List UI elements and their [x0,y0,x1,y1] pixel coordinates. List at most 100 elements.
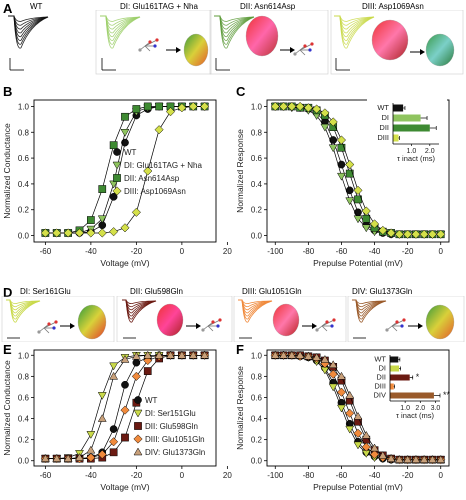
data-point [312,352,322,361]
current-trace [352,299,387,323]
data-point [97,449,107,459]
data-point [378,225,388,235]
electrostatic-surface [183,33,209,67]
current-trace [100,15,141,49]
series-3 [40,101,210,238]
panel-d-traces [1,296,465,342]
data-point [394,455,404,463]
atom [332,318,336,322]
inset-bar [393,114,421,122]
x-tick-label: -60 [336,471,348,480]
inset-category-label: DI [379,363,387,372]
atom [155,38,159,42]
x-tick-label: -60 [40,471,52,480]
data-point [121,433,129,442]
panel-label-d: D [3,285,13,300]
data-point [200,350,210,359]
dii-residue-structure [293,42,314,56]
y-axis-label: Normalized Response [235,366,245,450]
subpanel-border [95,10,212,75]
arrow-head [420,49,425,55]
data-point [345,197,355,206]
data-point [98,185,107,193]
current-trace [122,299,157,323]
bond [391,325,398,332]
x-tick-label: -40 [369,471,381,480]
data-point [336,135,347,145]
dii-arrow [280,47,295,53]
arrow-head [70,323,75,329]
data-point [97,414,107,422]
data-point [97,228,107,238]
y-tick-label: 0.0 [18,457,30,466]
inset-background [364,351,448,422]
y-tick-label: 0.8 [251,128,263,137]
atom [310,42,314,46]
y-tick-label: 1.0 [251,102,263,111]
data-point [97,215,107,224]
data-point [345,159,355,170]
arrow-head [290,47,295,53]
legend-marker [133,434,143,444]
x-tick-label: 0 [180,471,185,480]
panel-label-e: E [3,342,12,357]
data-point [278,101,289,112]
x-tick-label: -20 [131,471,143,480]
data-point [345,390,355,399]
data-point [386,454,396,462]
data-point [403,455,413,463]
di-surface [183,33,209,67]
legend-label: DII: Glu598Gln [145,422,198,431]
inset-background [367,99,447,165]
data-point [329,136,338,144]
data-point [166,350,175,359]
y-tick-label: 0.0 [251,232,263,241]
data-point [345,169,354,178]
data-point [63,454,73,462]
legend: WT DI: Ser151Glu DII: Glu598Gln DIII: Glu10… [133,396,205,457]
atom [303,44,307,48]
data-point [109,227,119,237]
atom [330,324,334,328]
di-current-traces [100,15,141,71]
y-tick-label: 0.8 [18,128,30,137]
legend-marker [134,422,142,430]
legend-label: DII: Asn614Asp [124,174,180,183]
subpanel-border [116,296,233,342]
legend-marker [133,447,143,456]
current-trace [334,15,375,49]
data-point [411,229,421,239]
significance-star: * [416,372,420,382]
data-point [354,208,362,217]
data-point [143,350,153,359]
data-point [419,229,429,239]
data-point [361,206,371,216]
y-tick-label: 1.0 [18,102,30,111]
y-tick-label: 0.0 [251,457,263,466]
y-axis-label: Normalized Response [235,129,245,213]
data-point [361,224,371,233]
panel-f-chart: F -100 -80 -60 -40 -20 0 0.0 0.2 0.4 0.6 0.8 1.0 Prep… [235,342,451,492]
di-ser151glu-surface [77,304,107,340]
x-tick-label: 0 [180,247,185,256]
y-tick-label: 1.0 [18,351,30,360]
data-point [270,101,280,112]
legend-marker [112,161,122,170]
x-tick-label: -100 [267,471,284,480]
data-point [75,453,84,461]
inset-x-tick-label: 1.0 [400,405,410,412]
panel-label-c: C [236,84,246,99]
data-point [337,172,346,181]
legend-marker [133,409,143,418]
data-point [109,192,118,201]
data-point [378,450,388,459]
x-axis-label: Prepulse Potential (mV) [313,258,403,268]
arrow-head [312,323,317,329]
diii-surface-before [371,19,409,61]
atom [218,318,222,322]
diii-surface-after [425,33,455,67]
diii-current-traces [334,15,375,71]
y-axis-label: Normalized Conductance [2,123,12,219]
y-tick-label: 0.8 [251,372,263,381]
